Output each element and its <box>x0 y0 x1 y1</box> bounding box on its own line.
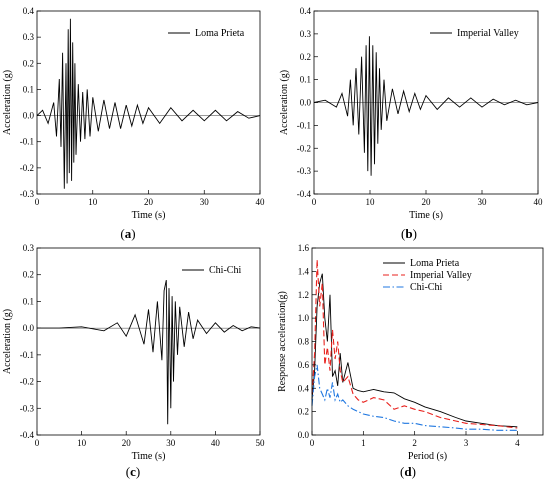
panel-label: (d) <box>400 464 416 479</box>
y-tick-label: 0.4 <box>23 6 35 16</box>
y-tick-label: 0.3 <box>23 32 35 42</box>
y-tick-label: -0.3 <box>297 166 312 176</box>
y-axis-label: Acceleration (g) <box>2 309 13 374</box>
panel-b: 0 10 20 30 40 -0.4 -0.3 -0.2 -0.1 0.0 0.1 0.2 0.3 0.4… <box>279 6 543 241</box>
x-tick-label: 0 <box>312 197 317 207</box>
x-tick-label: 20 <box>144 197 154 207</box>
y-tick-label: -0.1 <box>20 137 34 147</box>
y-tick-label: 0.1 <box>23 296 34 306</box>
legend-entry: Imperial Valley <box>410 270 472 281</box>
panel-label: (b) <box>401 226 417 241</box>
y-tick-label: 0.2 <box>23 270 34 280</box>
y-tick-label: 1.2 <box>298 290 309 300</box>
x-tick-label: 2 <box>412 438 417 448</box>
y-tick-label: 0.2 <box>298 407 309 417</box>
y-tick-label: 0.1 <box>23 84 34 94</box>
x-tick-label: 10 <box>77 438 87 448</box>
x-tick-label: 50 <box>256 438 266 448</box>
x-tick-label: 40 <box>534 197 544 207</box>
panel-label: (c) <box>126 464 140 479</box>
y-tick-label: 1.0 <box>298 313 310 323</box>
y-tick-label: 0.1 <box>300 75 311 85</box>
y-tick-label: -0.2 <box>20 377 34 387</box>
y-tick-label: 0.3 <box>300 29 312 39</box>
y-tick-label: -0.1 <box>297 120 311 130</box>
y-tick-label: 0.0 <box>23 111 35 121</box>
x-axis-label: Period (s) <box>408 451 447 462</box>
series-line-imperial-valley <box>313 36 539 176</box>
x-tick-label: 3 <box>464 438 469 448</box>
y-tick-label: -0.1 <box>20 350 34 360</box>
plot-frame <box>36 247 261 436</box>
x-tick-label: 30 <box>200 197 210 207</box>
x-axis-label: Time (s) <box>409 210 443 221</box>
y-tick-label: 0.0 <box>23 323 35 333</box>
x-tick-label: 10 <box>88 197 98 207</box>
x-tick-label: 4 <box>515 438 520 448</box>
series-line-imperial-valley <box>311 259 518 429</box>
series-line-chi-chi <box>37 280 261 425</box>
series-line-loma-prieta <box>36 18 261 189</box>
legend-entry: Loma Prieta <box>410 258 460 269</box>
y-axis-label: Response acceleration(g) <box>277 291 288 392</box>
x-tick-label: 10 <box>366 197 376 207</box>
legend-entry: Chi-Chi <box>209 265 241 276</box>
x-tick-label: 20 <box>122 438 132 448</box>
series-line-loma-prieta <box>311 273 518 428</box>
y-tick-label: 0.4 <box>300 6 312 16</box>
y-tick-label: 0.0 <box>298 430 310 440</box>
x-tick-label: 0 <box>35 197 40 207</box>
y-tick-label: 0.0 <box>300 98 312 108</box>
panel-c: 0 10 20 30 40 50 -0.4 -0.3 -0.2 -0.1 0.0 0.1 0.2 0.3 T… <box>2 243 265 479</box>
y-tick-label: 0.2 <box>300 52 311 62</box>
x-tick-label: 0 <box>35 438 40 448</box>
y-tick-label: 1.4 <box>298 266 310 276</box>
panel-d: 0 1 2 3 4 0.0 0.2 0.4 0.6 0.8 1.0 1.2 1.4 1.6 Period (… <box>277 243 544 479</box>
x-tick-label: 40 <box>256 197 266 207</box>
y-tick-label: -0.4 <box>297 189 312 199</box>
legend-entry: Loma Prieta <box>195 28 245 39</box>
panel-a: 0 10 20 30 40 -0.3 -0.2 -0.1 0.0 0.1 0.2 0.3 0.4 Time… <box>2 6 265 241</box>
y-axis-label: Acceleration (g) <box>2 70 13 135</box>
legend-entry: Chi-Chi <box>410 282 442 293</box>
x-tick-label: 20 <box>422 197 432 207</box>
x-tick-label: 40 <box>211 438 221 448</box>
x-axis-label: Time (s) <box>132 210 166 221</box>
y-tick-label: 0.4 <box>298 383 310 393</box>
y-tick-label: -0.2 <box>20 163 34 173</box>
y-tick-label: 0.8 <box>298 337 310 347</box>
y-tick-label: -0.4 <box>20 430 35 440</box>
y-tick-label: -0.3 <box>20 403 35 413</box>
y-tick-label: -0.2 <box>297 143 311 153</box>
y-tick-label: 0.2 <box>23 58 34 68</box>
y-axis-label: Acceleration (g) <box>279 70 290 135</box>
x-tick-label: 1 <box>361 438 366 448</box>
y-tick-label: 0.6 <box>298 360 310 370</box>
x-tick-label: 30 <box>166 438 176 448</box>
x-axis-label: Time (s) <box>132 451 166 462</box>
y-tick-label: 1.6 <box>298 243 310 253</box>
panel-label: (a) <box>120 226 135 241</box>
y-tick-label: -0.3 <box>20 189 35 199</box>
series-line-chi-chi <box>311 364 518 431</box>
x-tick-label: 30 <box>478 197 488 207</box>
x-tick-label: 0 <box>310 438 315 448</box>
legend-entry: Imperial Valley <box>457 28 519 39</box>
y-tick-label: 0.3 <box>23 243 35 253</box>
